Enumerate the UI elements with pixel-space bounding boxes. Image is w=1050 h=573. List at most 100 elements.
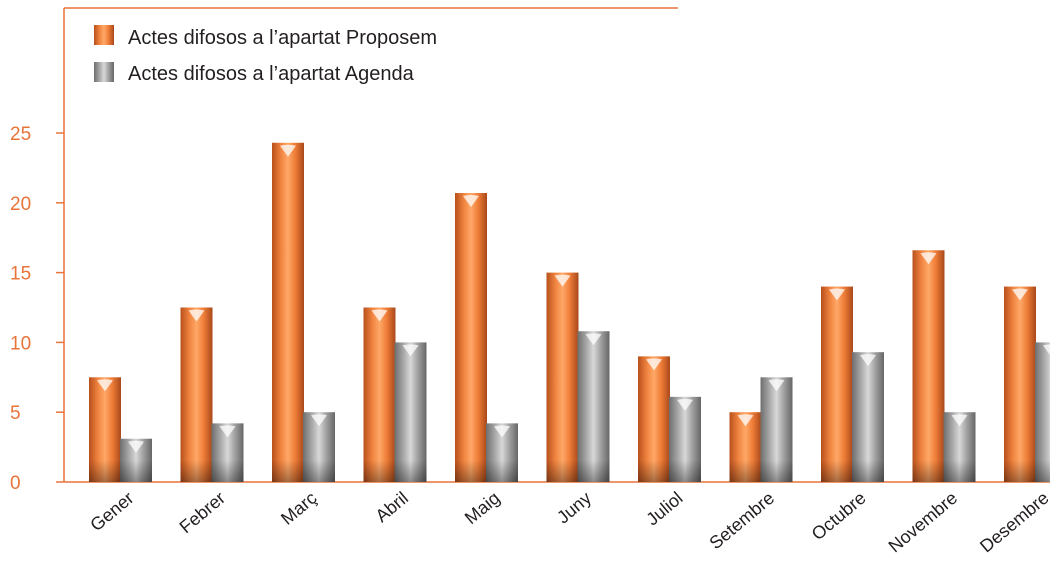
bar-agenda-highlight [677, 398, 693, 411]
bar-agenda-highlight [860, 354, 876, 367]
x-category-label: Febrer [176, 488, 229, 537]
bar-proposem-highlight [554, 274, 571, 287]
bar-agenda [303, 412, 335, 482]
y-tick-label: 25 [10, 124, 31, 145]
bar-proposem-highlight [920, 252, 937, 265]
bar-proposem-shade [455, 460, 487, 482]
bar-agenda-shade [669, 460, 701, 482]
bar-proposem [89, 377, 121, 482]
bar-proposem-highlight [1012, 288, 1028, 301]
bar-proposem [363, 307, 396, 482]
bar-proposem-body [455, 193, 487, 482]
bar-agenda-highlight [494, 425, 510, 438]
bar-proposem-highlight [829, 288, 845, 301]
bar-proposem [912, 250, 945, 482]
x-category-label: Juny [553, 488, 595, 528]
y-tick-label: 5 [10, 403, 21, 424]
bar-agenda-highlight [219, 425, 236, 438]
bar-proposem [180, 307, 213, 482]
legend: Actes difosos a l’apartat Proposem Actes… [94, 25, 437, 85]
legend-label-proposem: Actes difosos a l’apartat Proposem [128, 27, 437, 49]
bar-proposem-body [912, 250, 945, 482]
y-tick-label: 0 [10, 473, 21, 494]
bar-proposem-shade [912, 460, 945, 482]
bar-agenda [669, 396, 701, 482]
bar-agenda-shade [211, 460, 244, 482]
bar-proposem-highlight [97, 379, 113, 392]
bar-agenda-highlight [128, 440, 144, 453]
bar-agenda-highlight [1043, 344, 1050, 356]
bar-agenda [852, 352, 884, 482]
bar-agenda-body [1035, 342, 1050, 482]
bar-agenda-shade [760, 460, 793, 482]
bar-proposem-shade [363, 460, 396, 482]
bar-proposem [638, 356, 670, 482]
bar-proposem-highlight [646, 358, 662, 371]
bar-proposem-shade [729, 460, 762, 482]
bar-agenda-shade [486, 460, 518, 482]
bar-proposem [729, 412, 762, 482]
x-category-label: Maig [461, 488, 504, 528]
bar-proposem-body [180, 307, 213, 482]
bar-agenda [211, 423, 244, 482]
bars [89, 142, 1050, 482]
bar-proposem-shade [89, 460, 121, 482]
bar-proposem-shade [180, 460, 213, 482]
y-tick-label: 10 [10, 333, 31, 354]
x-category-label: Juliol [642, 488, 686, 530]
bar-agenda-shade [120, 460, 152, 482]
bar-proposem-highlight [737, 414, 754, 427]
bar-agenda-shade [943, 460, 976, 482]
bar-proposem-shade [272, 460, 304, 482]
x-axis-labels: Gener Febrer Març Abril Maig Juny Juliol Setemb… [86, 488, 1050, 557]
bar-proposem-body [272, 142, 304, 482]
x-category-label: Novembre [885, 488, 961, 557]
legend-swatch-agenda [94, 62, 114, 82]
bar-proposem-shade [1004, 460, 1036, 482]
bar-agenda-body [577, 331, 610, 482]
bar-agenda-highlight [402, 344, 419, 357]
bar-proposem-shade [546, 460, 579, 482]
x-category-label: Octubre [808, 488, 870, 544]
bar-agenda-highlight [585, 333, 602, 346]
bar-proposem-body [546, 272, 579, 482]
bar-proposem-shade [638, 460, 670, 482]
bar-agenda-shade [1035, 460, 1050, 482]
bar-proposem [821, 286, 853, 482]
y-tick-label: 15 [10, 264, 31, 285]
bar-proposem-highlight [463, 195, 479, 208]
x-category-label: Desembre [976, 488, 1050, 557]
bar-proposem [272, 142, 304, 482]
bar-agenda [943, 412, 976, 482]
x-category-label: Gener [86, 488, 137, 535]
bar-proposem-highlight [371, 309, 388, 322]
bar-agenda-highlight [951, 414, 968, 427]
bar-proposem-body [363, 307, 396, 482]
bar-agenda [120, 438, 152, 482]
bar-agenda [577, 331, 610, 482]
y-tick-label: 20 [10, 194, 31, 215]
bar-agenda-shade [303, 460, 335, 482]
bar-proposem-shade [821, 460, 853, 482]
bar-agenda [486, 423, 518, 482]
x-category-label: Abril [372, 488, 412, 526]
bar-agenda-shade [852, 460, 884, 482]
bar-proposem-highlight [280, 144, 296, 157]
bar-proposem-highlight [188, 309, 205, 322]
bar-proposem [546, 272, 579, 482]
bar-agenda [1035, 342, 1050, 482]
bar-agenda [394, 342, 427, 482]
bar-agenda-highlight [768, 379, 785, 392]
x-category-label: Març [277, 488, 320, 529]
bar-proposem-body [1004, 286, 1036, 482]
bar-agenda-shade [394, 460, 427, 482]
x-category-label: Setembre [705, 488, 778, 553]
legend-label-agenda: Actes difosos a l’apartat Agenda [128, 63, 415, 85]
bar-proposem [1004, 286, 1036, 482]
bar-agenda-highlight [311, 414, 327, 427]
legend-swatch-proposem [94, 25, 114, 45]
bar-proposem-body [821, 286, 853, 482]
y-axis-ticks: 0 5 10 15 20 25 [10, 124, 64, 494]
bar-agenda-body [394, 342, 427, 482]
